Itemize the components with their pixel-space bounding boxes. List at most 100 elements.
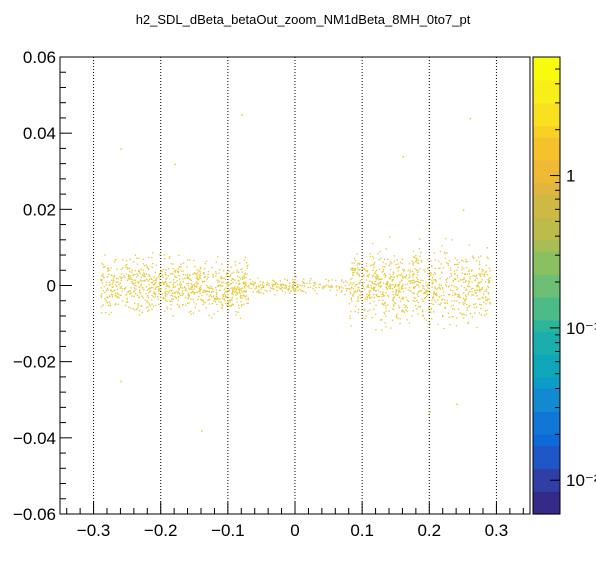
data-point (189, 278, 191, 281)
data-point (379, 282, 381, 285)
data-point (464, 302, 466, 304)
data-point (238, 304, 240, 306)
data-point (309, 286, 312, 288)
data-point (465, 261, 467, 263)
data-point (433, 291, 435, 293)
data-point (107, 276, 109, 278)
data-point (430, 308, 433, 310)
data-point (383, 295, 385, 297)
data-point (442, 316, 444, 318)
data-point (130, 277, 132, 279)
data-point (485, 271, 487, 273)
data-point (123, 274, 125, 277)
data-point (282, 284, 285, 286)
data-point (424, 271, 426, 273)
data-point (117, 278, 119, 280)
data-point (460, 279, 462, 281)
data-point (186, 273, 188, 276)
data-point (188, 287, 190, 289)
data-point (195, 272, 197, 275)
data-point (351, 269, 353, 271)
data-point (482, 297, 484, 299)
data-point (393, 304, 395, 306)
x-tick-label: 0 (290, 521, 299, 540)
data-point (115, 303, 117, 305)
data-point (136, 294, 138, 296)
data-point (111, 291, 113, 293)
data-point (446, 277, 449, 279)
colorbar-segment (533, 171, 560, 184)
colorbar-segment (533, 399, 560, 412)
data-point (466, 309, 468, 311)
data-point (225, 287, 227, 289)
data-point (355, 284, 357, 286)
data-point (371, 317, 373, 319)
data-point (182, 293, 185, 295)
data-point (419, 238, 421, 240)
data-point (373, 308, 375, 310)
data-point (330, 287, 332, 289)
data-point (415, 269, 417, 271)
data-point (107, 270, 109, 272)
data-point (357, 269, 359, 271)
data-point (469, 276, 471, 278)
data-point (153, 293, 155, 295)
data-point (181, 290, 184, 292)
data-point (413, 296, 416, 299)
data-point (100, 275, 103, 277)
data-point (472, 275, 474, 277)
data-point (110, 274, 112, 276)
data-point (276, 285, 278, 288)
data-point (398, 296, 401, 299)
data-point (148, 296, 150, 299)
data-point (291, 286, 293, 288)
data-point (194, 285, 196, 287)
data-point (439, 278, 441, 280)
data-point (289, 282, 291, 284)
data-point (409, 269, 411, 271)
data-point (227, 289, 229, 292)
colorbar-frame (532, 56, 561, 515)
data-point (391, 319, 394, 321)
colorbar-segment (533, 148, 560, 161)
data-point (433, 252, 436, 254)
data-point (407, 269, 409, 272)
data-point (426, 319, 428, 321)
data-point (177, 296, 180, 298)
data-point (120, 279, 122, 281)
data-point (207, 273, 209, 276)
data-point (271, 287, 273, 290)
data-point (399, 318, 401, 320)
data-point (454, 257, 456, 259)
data-point (442, 286, 444, 289)
data-point (412, 282, 414, 284)
data-point (379, 285, 381, 287)
y-tick-label: 0 (47, 277, 56, 296)
data-point (272, 288, 275, 290)
data-point (220, 277, 222, 279)
data-point (375, 275, 378, 277)
data-point (178, 274, 180, 277)
data-point (474, 279, 477, 281)
data-point (482, 273, 484, 275)
data-point (187, 292, 189, 294)
data-point (457, 263, 459, 265)
data-point (385, 284, 387, 286)
data-point (468, 283, 470, 285)
data-point (420, 251, 422, 254)
data-point (189, 288, 191, 290)
data-point (399, 281, 401, 283)
data-point (260, 292, 262, 294)
data-point (356, 283, 358, 286)
chart-title: h2_SDL_dBeta_betaOut_zoom_NM1dBeta_8MH_0… (136, 12, 471, 27)
data-point (145, 264, 147, 266)
data-point (393, 272, 395, 274)
data-point (223, 288, 226, 290)
data-point (373, 287, 375, 289)
data-point (180, 283, 182, 286)
data-point (246, 265, 248, 267)
data-point (288, 288, 290, 290)
colorbar-segment (533, 308, 560, 321)
data-point (243, 259, 245, 261)
data-point (171, 289, 173, 292)
